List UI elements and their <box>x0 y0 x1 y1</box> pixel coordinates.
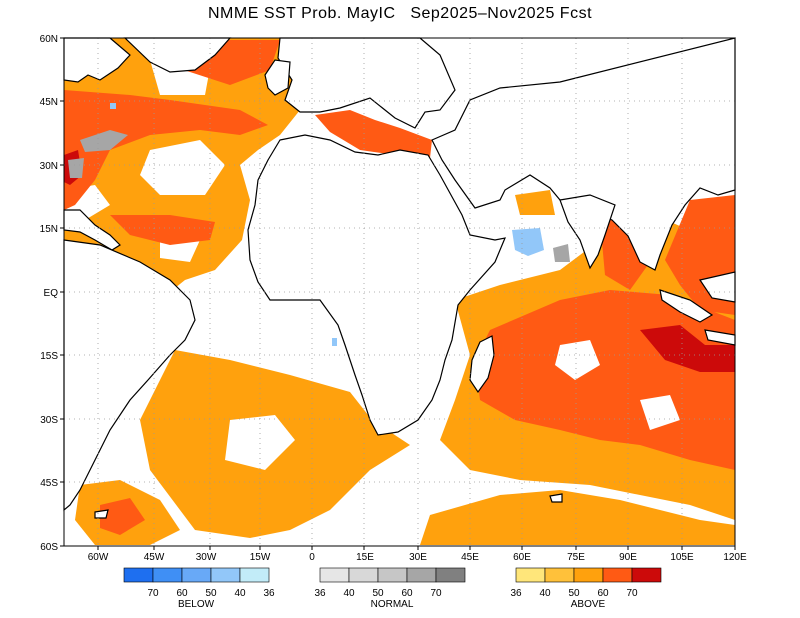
north-america-outline <box>63 37 131 83</box>
asia-outline <box>431 37 736 271</box>
legend-tick: 50 <box>205 588 217 599</box>
normal-gap-indian-2 <box>640 395 680 430</box>
falklands-outline <box>94 493 563 519</box>
lon-label: 105E <box>670 552 694 563</box>
legend-swatch-above <box>631 567 662 583</box>
legend-tick: 70 <box>626 588 638 599</box>
legend-normal: 36 40 50 60 70 NORMAL <box>314 567 466 610</box>
lat-label: 30N <box>40 161 58 172</box>
legend-swatch-above <box>544 567 575 583</box>
south-america-outline <box>63 239 196 512</box>
lon-label: 30E <box>409 552 427 563</box>
below-blue-arabian <box>512 228 544 256</box>
legend-tick: 70 <box>147 588 159 599</box>
legend-tick: 50 <box>372 588 384 599</box>
legend-swatch-above <box>515 567 546 583</box>
lon-label: 120E <box>723 552 747 563</box>
frame-ticks <box>60 37 736 550</box>
legend-title-above: ABOVE <box>571 599 606 610</box>
lon-label: 60W <box>88 552 109 563</box>
lon-label: 90E <box>619 552 637 563</box>
legend-tick: 60 <box>176 588 188 599</box>
legend-tick: 36 <box>510 588 522 599</box>
lat-label: 60S <box>40 542 58 553</box>
legend-tick: 36 <box>314 588 326 599</box>
legend-tick: 40 <box>539 588 551 599</box>
legend-below: 70 60 50 40 36 BELOW <box>123 567 275 610</box>
above-shade-mediterranean <box>315 110 432 158</box>
legend-tick: 50 <box>568 588 580 599</box>
legend-swatch-above <box>573 567 604 583</box>
legend-swatch-below <box>181 567 212 583</box>
uk-outline <box>264 59 291 96</box>
legend: 70 60 50 40 36 BELOW 36 40 50 60 70 NORM… <box>123 567 662 610</box>
above-shade-arabian <box>515 190 555 215</box>
legend-swatch-normal <box>435 567 466 583</box>
lat-label: 15N <box>40 224 58 235</box>
legend-swatch-normal <box>406 567 437 583</box>
lon-label: 0 <box>309 552 315 563</box>
africa-outline <box>247 134 506 436</box>
legend-swatch-normal <box>348 567 379 583</box>
normal-gap-south-atlantic <box>225 415 295 470</box>
above60-shade-drake <box>100 498 145 535</box>
lat-label: EQ <box>44 288 59 299</box>
normal-gap-atlantic-1 <box>140 140 225 195</box>
lon-label: 30W <box>196 552 217 563</box>
lat-label: 15S <box>40 351 58 362</box>
legend-swatch-normal <box>377 567 408 583</box>
legend-swatch-above <box>602 567 633 583</box>
normal-grey-arabian <box>553 244 570 262</box>
normal-grey-atlantic <box>68 130 128 178</box>
above60-shade-atlantic-mid <box>110 215 215 245</box>
legend-swatch-below <box>210 567 241 583</box>
above60-shade-atlantic <box>64 90 268 210</box>
legend-swatch-below <box>152 567 183 583</box>
coastlines <box>63 37 736 519</box>
longitude-labels: 60W 45W 30W 15W 0 15E 30E 45E 60E 75E 90… <box>88 552 747 563</box>
lon-label: 45W <box>144 552 165 563</box>
legend-tick: 60 <box>597 588 609 599</box>
lon-label: 45E <box>461 552 479 563</box>
above-shade-indian-south <box>420 490 735 545</box>
india-outline <box>559 194 616 270</box>
lat-label: 60N <box>40 34 58 45</box>
lon-label: 75E <box>567 552 585 563</box>
lat-label: 45N <box>40 97 58 108</box>
above70-shade-indonesia <box>640 325 735 372</box>
legend-tick: 40 <box>234 588 246 599</box>
lat-label: 30S <box>40 415 58 426</box>
normal-gap-indian <box>555 340 600 380</box>
legend-swatch-below <box>239 567 270 583</box>
latitude-labels: 60N 45N 30N 15N EQ 15S 30S 45S 60S <box>40 34 59 553</box>
legend-above: 36 40 50 60 70 ABOVE <box>510 567 662 610</box>
map-title: NMME SST Prob. MayIC Sep2025–Nov2025 Fcs… <box>207 5 593 22</box>
lon-label: 60E <box>513 552 531 563</box>
legend-tick: 60 <box>401 588 413 599</box>
legend-swatch-below <box>123 567 154 583</box>
lon-label: 15E <box>356 552 374 563</box>
europe-outline <box>277 37 456 129</box>
lat-label: 45S <box>40 478 58 489</box>
legend-swatch-normal <box>319 567 350 583</box>
legend-tick: 36 <box>263 588 275 599</box>
madagascar-outline <box>469 335 495 394</box>
graticule <box>64 38 735 546</box>
legend-tick: 40 <box>343 588 355 599</box>
central-america-outline <box>63 209 121 251</box>
legend-title-below: BELOW <box>178 599 215 610</box>
lon-label: 15W <box>250 552 271 563</box>
legend-tick: 70 <box>430 588 442 599</box>
legend-title-normal: NORMAL <box>371 599 414 610</box>
